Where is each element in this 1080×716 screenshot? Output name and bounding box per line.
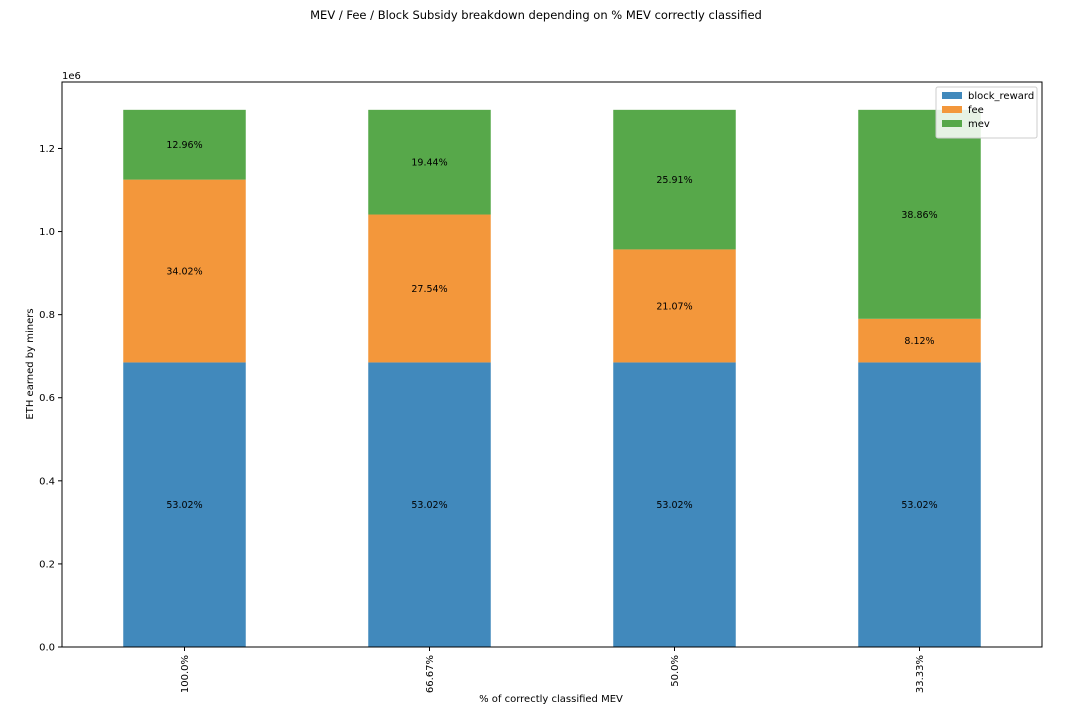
legend-swatch-fee bbox=[942, 106, 962, 113]
legend-swatch-mev bbox=[942, 120, 962, 127]
y-tick-label-6: 1.2 bbox=[39, 144, 55, 155]
bar-label-fee-2: 21.07% bbox=[656, 301, 692, 312]
bar-fee-1 bbox=[368, 214, 491, 363]
bar-mev-0 bbox=[123, 109, 246, 180]
bar-label-fee-0: 34.02% bbox=[166, 267, 202, 278]
legend-label-mev: mev bbox=[968, 119, 990, 130]
x-tick-label-0: 100.0% bbox=[180, 655, 191, 693]
bar-fee-3 bbox=[858, 318, 981, 363]
bar-mev-3 bbox=[858, 109, 981, 319]
bar-block_reward-3 bbox=[858, 362, 981, 647]
x-tick-label-1: 66.67% bbox=[425, 655, 436, 693]
legend-swatch-block_reward bbox=[942, 92, 962, 99]
y-offset-label: 1e6 bbox=[62, 71, 81, 82]
bar-label-fee-3: 8.12% bbox=[904, 336, 934, 347]
chart-title: MEV / Fee / Block Subsidy breakdown depe… bbox=[310, 8, 762, 22]
y-tick-label-2: 0.4 bbox=[39, 476, 55, 487]
bar-label-mev-3: 38.86% bbox=[901, 210, 937, 221]
legend-label-block_reward: block_reward bbox=[968, 91, 1034, 102]
bar-fee-0 bbox=[123, 179, 246, 363]
bar-label-fee-1: 27.54% bbox=[411, 284, 447, 295]
y-axis-label: ETH earned by miners bbox=[25, 308, 36, 419]
x-tick-label-3: 33.33% bbox=[915, 655, 926, 693]
y-tick-label-4: 0.8 bbox=[39, 310, 55, 321]
bar-label-block_reward-0: 53.02% bbox=[166, 500, 202, 511]
x-tick-label-2: 50.0% bbox=[670, 655, 681, 687]
bar-label-block_reward-3: 53.02% bbox=[901, 500, 937, 511]
bar-label-mev-0: 12.96% bbox=[166, 140, 202, 151]
bar-label-mev-2: 25.91% bbox=[656, 175, 692, 186]
x-axis: 100.0% 66.67% 50.0% 33.33% bbox=[180, 647, 926, 693]
legend-label-fee: fee bbox=[968, 105, 984, 116]
y-tick-label-1: 0.2 bbox=[39, 559, 55, 570]
bar-mev-1 bbox=[368, 109, 491, 215]
y-tick-label-3: 0.6 bbox=[39, 393, 55, 404]
plot-frame bbox=[61, 81, 1043, 648]
bar-label-block_reward-1: 53.02% bbox=[411, 500, 447, 511]
y-axis: 0.0 0.2 0.4 0.6 0.8 1.0 1.2 bbox=[39, 144, 62, 654]
bar-mev-2 bbox=[613, 109, 736, 250]
bar-block_reward-2 bbox=[613, 362, 736, 647]
bar-block_reward-1 bbox=[368, 362, 491, 647]
bar-fee-2 bbox=[613, 249, 736, 363]
x-axis-label: % of correctly classified MEV bbox=[479, 694, 623, 705]
bars-group bbox=[123, 109, 981, 647]
bar-block_reward-0 bbox=[123, 362, 246, 647]
y-tick-label-5: 1.0 bbox=[39, 227, 55, 238]
bar-labels-group: 53.02% 34.02% 12.96% 53.02% 27.54% 19.44% 53.0… bbox=[166, 140, 937, 511]
y-tick-label-0: 0.0 bbox=[39, 643, 55, 654]
bar-label-mev-1: 19.44% bbox=[411, 158, 447, 169]
bar-label-block_reward-2: 53.02% bbox=[656, 500, 692, 511]
